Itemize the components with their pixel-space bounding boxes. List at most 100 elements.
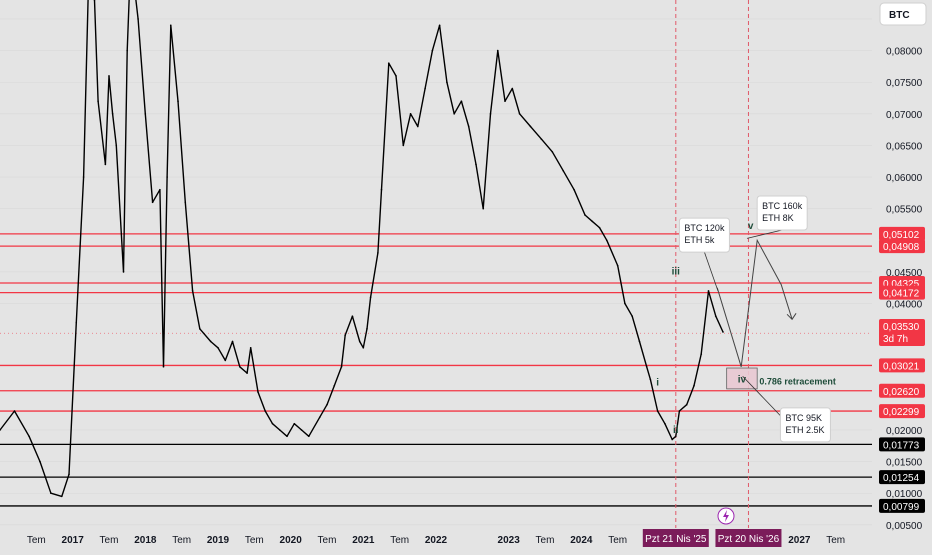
- series-point: [159, 188, 161, 191]
- symbol-badge[interactable]: BTC: [879, 2, 927, 26]
- series-point: [656, 410, 659, 412]
- time-axis[interactable]: Tem 2017 Tem 2018 Tem 2019 Tem 2020 Tem 2021 Tem 20…: [27, 529, 845, 547]
- price-axis[interactable]: 0,085000,080000,075000,070000,065000,060…: [872, 0, 932, 550]
- level-price-label: 0,02299: [883, 407, 920, 418]
- callout-box: [779, 407, 831, 443]
- series-point: [671, 438, 673, 441]
- series-point: [482, 207, 485, 210]
- iv-label: iv: [738, 374, 747, 385]
- series-point: [28, 435, 30, 438]
- x-tick-label: Tem: [390, 535, 409, 546]
- series-point: [257, 391, 259, 393]
- series-point: [318, 416, 321, 419]
- x-tick-label: 2027: [788, 535, 811, 546]
- x-tick-label: 2023: [498, 535, 521, 546]
- grid: [0, 18, 872, 526]
- series-point: [605, 239, 608, 242]
- series-point: [231, 340, 234, 343]
- series-point: [417, 125, 419, 128]
- wave-label: 0.786 retracement: [759, 376, 836, 386]
- wave-label: iii: [672, 266, 681, 277]
- series-point: [246, 372, 248, 374]
- last-price-countdown: 3d 7h: [883, 334, 908, 345]
- series-point: [649, 378, 652, 381]
- x-tick-label: 2022: [425, 535, 448, 546]
- last-price-value: 0,03530: [883, 322, 920, 333]
- y-tick-label: 0,01000: [886, 489, 923, 500]
- level-price-label: 0,03021: [883, 361, 920, 372]
- series-point: [424, 87, 426, 90]
- y-tick-label: 0,00500: [886, 521, 923, 532]
- alert-icon[interactable]: [717, 507, 735, 525]
- y-tick-label: 0,04500: [886, 268, 923, 279]
- series-point: [75, 321, 78, 324]
- date-badge-box: [715, 529, 782, 547]
- series-point: [645, 365, 648, 368]
- series-point: [344, 334, 346, 336]
- wave-label: ii: [673, 425, 679, 436]
- series-point: [573, 188, 575, 191]
- series-point: [377, 252, 379, 254]
- x-tick-label: Tem: [536, 535, 555, 546]
- series-point: [638, 340, 641, 343]
- series-point: [369, 296, 372, 298]
- series-point: [584, 214, 586, 216]
- y-tick-label: 0,06000: [886, 173, 923, 184]
- series-point: [395, 75, 397, 77]
- series-point: [300, 429, 303, 431]
- y-tick-label: 0,06500: [886, 141, 923, 152]
- series-point: [115, 144, 118, 147]
- series-point: [184, 201, 187, 204]
- series-point: [0, 429, 1, 431]
- x-tick-label: Tem: [172, 535, 191, 546]
- level-price-box: [879, 498, 925, 513]
- series-point: [104, 163, 107, 166]
- series-point: [496, 49, 499, 52]
- series-point: [278, 429, 281, 431]
- series-point: [518, 113, 521, 115]
- series-point: [402, 144, 405, 147]
- y-tick-label: 0,05500: [886, 205, 923, 216]
- lightning-glyph: [723, 510, 729, 522]
- level-price-label: 0,01254: [883, 473, 920, 484]
- series-point: [68, 473, 70, 476]
- date-badge-box: [642, 529, 709, 547]
- series-point: [13, 410, 16, 412]
- series-point: [111, 113, 114, 115]
- series-point: [664, 422, 666, 425]
- callout-text: BTC 95K: [785, 413, 822, 423]
- level-price-box: [879, 404, 925, 419]
- series-point: [137, 18, 139, 20]
- series-point: [333, 384, 336, 387]
- series-point: [714, 315, 717, 317]
- series-point: [169, 24, 172, 27]
- y-tick-label: 0,07000: [886, 110, 923, 121]
- series-point: [722, 331, 724, 333]
- last-price-box: [879, 319, 925, 346]
- series-point: [162, 365, 165, 368]
- y-tick-label: 0,01500: [886, 458, 923, 469]
- series-point: [209, 340, 212, 343]
- series-point: [191, 290, 194, 292]
- series-point: [144, 113, 147, 115]
- series-point: [122, 271, 125, 273]
- x-tick-label: 2019: [207, 535, 230, 546]
- series-point: [380, 188, 383, 191]
- series-point: [217, 346, 219, 349]
- series-point: [685, 403, 688, 406]
- series-point: [540, 138, 543, 140]
- date-badge-label: Pzt 20 Nis '26: [718, 534, 780, 545]
- callout-box: [756, 195, 808, 231]
- x-tick-label: Tem: [318, 535, 337, 546]
- callout-text: ETH 8K: [762, 213, 794, 223]
- callout-text: BTC 120k: [684, 223, 725, 233]
- projection-path: [716, 238, 793, 367]
- y-tick-label: 0,04000: [886, 300, 923, 311]
- series-point: [700, 353, 703, 355]
- symbol-badge-box: [879, 2, 927, 26]
- series-point: [707, 290, 710, 292]
- x-tick-label: 2024: [570, 535, 593, 546]
